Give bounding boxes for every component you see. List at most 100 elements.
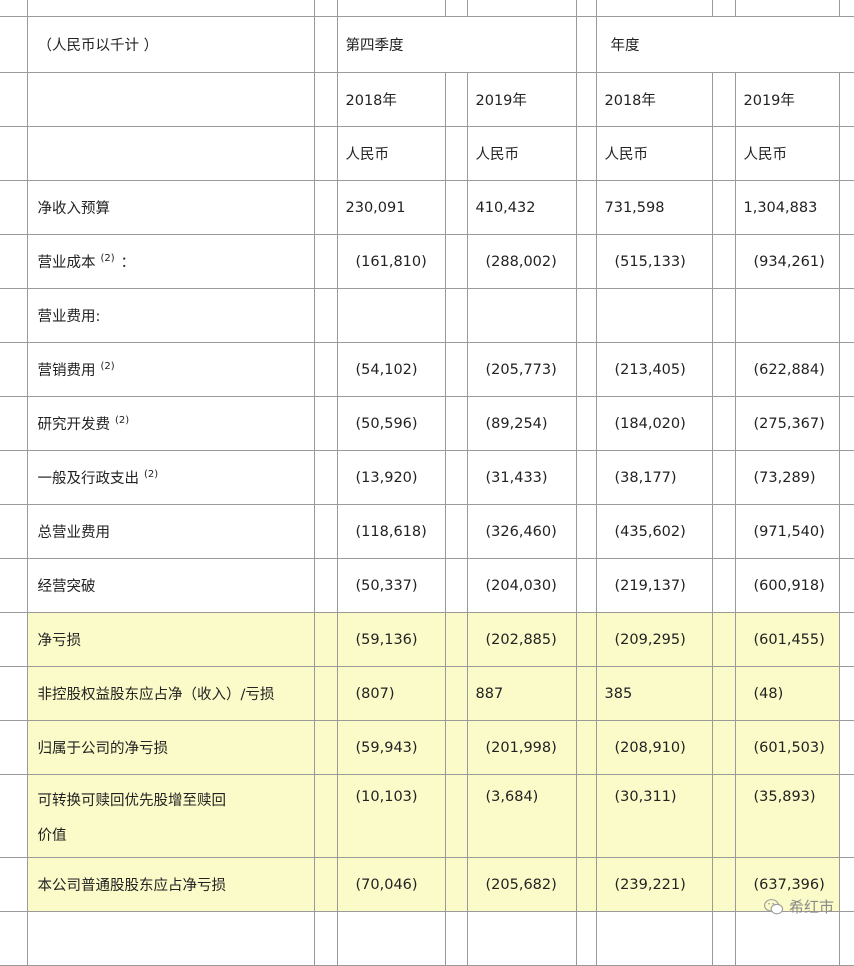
value-text: (70,046) (355, 876, 418, 893)
value-cell: (209,295) (595, 612, 712, 667)
table-row: 营销费用 (2) (54,102) (205,773) (213,405) (622,88… (0, 342, 854, 397)
value-text: (601,455) (753, 631, 825, 648)
value-text: (13,920) (355, 469, 418, 486)
table-row: 营业费用: (0, 288, 854, 343)
value-cell: (50,596) (336, 396, 445, 451)
value-cell: (219,137) (595, 558, 712, 613)
value-text: (161,810) (355, 253, 427, 270)
value-text: (239,221) (614, 876, 686, 893)
row-label-text: 净收入预算 (37, 201, 111, 217)
value-text: (54,102) (355, 361, 418, 378)
value-text: (275,367) (753, 415, 825, 432)
value-text: (208,910) (614, 739, 686, 756)
footnote-ref: (2) (100, 253, 115, 264)
table-row: 净亏损 (59,136) (202,885) (209,295) (601,455) (0, 612, 854, 667)
value-cell: 1,304,883 (734, 180, 839, 235)
value-cell (734, 288, 839, 343)
value-text: (205,773) (485, 361, 557, 378)
wechat-icon (764, 899, 784, 915)
row-label-text: 营销费用 (37, 363, 96, 379)
value-cell: (118,618) (336, 504, 445, 559)
value-cell: (70,046) (336, 857, 445, 912)
row-label-text: 净亏损 (37, 633, 82, 649)
value-cell: (204,030) (466, 558, 576, 613)
footnote-ref: (2) (115, 415, 130, 426)
value-cell: (208,910) (595, 720, 712, 775)
value-text: (202,885) (485, 631, 557, 648)
row-label-text: 营业费用: (37, 309, 101, 325)
row-label: 可转换可赎回优先股增至赎回 价值 (26, 774, 314, 858)
value-text: (934,261) (753, 253, 825, 270)
value-text: 385 (604, 685, 633, 702)
footnote-ref: (2) (144, 469, 159, 480)
row-label: 营业成本 (2) ： (26, 234, 314, 289)
value-text: (600,918) (753, 577, 825, 594)
value-cell: (161,810) (336, 234, 445, 289)
value-cell: (288,002) (466, 234, 576, 289)
value-text: (50,596) (355, 415, 418, 432)
value-text: (3,684) (485, 789, 539, 805)
value-cell: 887 (466, 666, 576, 721)
value-cell: (59,136) (336, 612, 445, 667)
table-row: 研究开发费 (2) (50,596) (89,254) (184,020) (275,36… (0, 396, 854, 451)
row-label-text: 经营突破 (37, 579, 96, 595)
value-cell (595, 288, 712, 343)
value-text: (59,136) (355, 631, 418, 648)
footnote-ref: (2) (100, 361, 115, 372)
value-text: (971,540) (753, 523, 825, 540)
row-label: 经营突破 (26, 558, 314, 613)
table-row: 净收入预算 230,091 410,432 731,598 1,304,883 (0, 180, 854, 235)
value-cell: (205,682) (466, 857, 576, 912)
table-row: 经营突破 (50,337) (204,030) (219,137) (600,918) (0, 558, 854, 613)
value-text: (201,998) (485, 739, 557, 756)
value-text: 731,598 (604, 199, 665, 216)
value-cell: (48) (734, 666, 839, 721)
row-label-text: 营业成本 (37, 255, 96, 271)
value-cell: (89,254) (466, 396, 576, 451)
row-label: 本公司普通股股东应占净亏损 (26, 857, 314, 912)
row-label-text: 一般及行政支出 (37, 471, 140, 487)
value-cell (336, 288, 445, 343)
value-cell: (3,684) (466, 774, 576, 858)
currency-header: 人民币 (336, 126, 445, 181)
value-text: 887 (475, 685, 504, 702)
value-cell: (201,998) (466, 720, 576, 775)
value-cell: 410,432 (466, 180, 576, 235)
value-cell: (807) (336, 666, 445, 721)
value-cell (466, 288, 576, 343)
value-cell: (10,103) (336, 774, 445, 858)
value-cell: 385 (595, 666, 712, 721)
year-header: 2018年 (595, 72, 712, 127)
table-row: 一般及行政支出 (2) (13,920) (31,433) (38,177) (73,28… (0, 450, 854, 505)
row-label: 营业费用: (26, 288, 314, 343)
table-row: 总营业费用 (118,618) (326,460) (435,602) (971,540… (0, 504, 854, 559)
value-cell: (50,337) (336, 558, 445, 613)
header-row-currency: 人民币 人民币 人民币 人民币 (0, 126, 854, 181)
value-cell: (637,396) (734, 857, 839, 912)
currency-header: 人民币 (466, 126, 576, 181)
value-text: (601,503) (753, 739, 825, 756)
year-header: 2019年 (734, 72, 839, 127)
row-label: 一般及行政支出 (2) (26, 450, 314, 505)
row-label-text: 归属于公司的净亏损 (37, 741, 169, 757)
row-label-text: 总营业费用 (37, 525, 111, 541)
row-label-line2: 价值 (37, 828, 67, 844)
value-cell: (239,221) (595, 857, 712, 912)
value-cell: (934,261) (734, 234, 839, 289)
table-row: 可转换可赎回优先股增至赎回 价值 (10,103) (3,684) (30,311) (3… (0, 774, 854, 858)
table-row-bottom-partial (0, 911, 854, 966)
value-cell: (38,177) (595, 450, 712, 505)
table-row-top-partial (0, 0, 854, 17)
value-text: 230,091 (345, 199, 406, 216)
value-cell: (213,405) (595, 342, 712, 397)
value-text: (59,943) (355, 739, 418, 756)
value-text: (10,103) (355, 789, 418, 805)
year-header: 2019年 (466, 72, 576, 127)
row-label: 研究开发费 (2) (26, 396, 314, 451)
table-row: 非控股权益股东应占净（收入）/亏损 (807) 887 385 (48) (0, 666, 854, 721)
value-text: (50,337) (355, 577, 418, 594)
value-text: (219,137) (614, 577, 686, 594)
table-row: 归属于公司的净亏损 (59,943) (201,998) (208,910) (601,… (0, 720, 854, 775)
currency-header: 人民币 (734, 126, 839, 181)
